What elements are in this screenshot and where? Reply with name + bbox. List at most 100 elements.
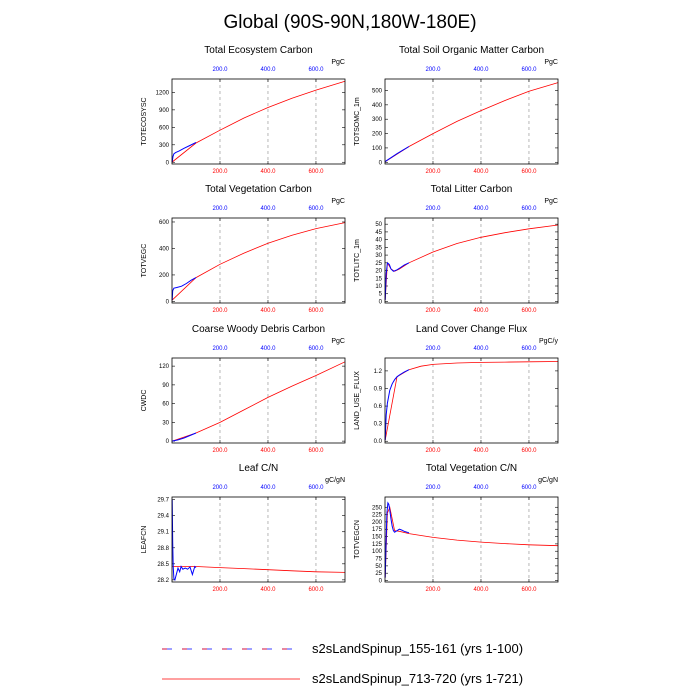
plot-frame [384, 217, 559, 304]
x-tick-label-top: 400.0 [473, 206, 489, 212]
x-tick-label-bottom: 400.0 [473, 448, 489, 454]
y-tick-label: 5 [379, 292, 383, 298]
x-tick-label-bottom: 400.0 [473, 169, 489, 175]
x-tick-label-bottom: 400.0 [260, 587, 276, 593]
panel-coarse-woody-debris-carbon: Coarse Woody Debris Carbon PgC CWDC 200.0 20… [141, 324, 346, 454]
units-label: PgC [544, 59, 558, 66]
y-tick-label: 150 [372, 535, 383, 541]
plot-frame [171, 496, 346, 583]
y-tick-label: 60 [162, 402, 169, 408]
units-label: PgC/y [539, 338, 559, 345]
y-tick-label: 15 [375, 276, 382, 282]
y-tick-label: 200 [372, 520, 383, 526]
y-tick-label: 29.1 [157, 530, 169, 536]
legend: s2sLandSpinup_155-161 (yrs 1-100) s2sLan… [162, 641, 523, 686]
units-label: PgC [331, 338, 345, 345]
x-tick-label-top: 200.0 [212, 346, 228, 352]
series-line-713-720 [172, 361, 346, 442]
series-line-713-720 [384, 505, 559, 578]
y-tick-label: 600 [159, 220, 170, 226]
x-tick-label-top: 400.0 [473, 67, 489, 73]
y-tick-label: 25 [375, 261, 382, 267]
panel-title: Total Litter Carbon [431, 184, 513, 195]
x-tick-label-bottom: 400.0 [260, 308, 276, 314]
y-tick-label: 75 [375, 557, 382, 563]
y-tick-label: 0 [379, 579, 383, 585]
y-tick-label: 125 [372, 542, 383, 548]
y-tick-label: 28.5 [157, 562, 169, 568]
panel-title: Total Vegetation Carbon [205, 184, 312, 195]
y-tick-label: 0 [166, 299, 170, 305]
panels: Total Ecosystem Carbon PgC TOTECOSYSC 200.0… [141, 45, 558, 593]
units-label: PgC [331, 59, 345, 66]
x-tick-label-top: 400.0 [260, 206, 276, 212]
figure-title: Global (90S-90N,180W-180E) [223, 12, 476, 33]
y-tick-label: 0 [379, 299, 383, 305]
series-line-155-161 [384, 261, 410, 300]
series-line-155-161 [171, 142, 197, 163]
y-tick-label: 0 [166, 439, 170, 445]
x-tick-label-top: 200.0 [425, 485, 441, 491]
panel-total-litter-carbon: Total Litter Carbon PgC TOTLITC_1m 200.0 200… [354, 184, 559, 314]
series-line-713-720 [384, 361, 559, 441]
x-tick-label-top: 600.0 [521, 206, 537, 212]
panel-land-cover-change-flux: Land Cover Change Flux PgC/y LAND_USE_FLUX… [354, 324, 558, 454]
units-label: gC/gN [538, 477, 558, 484]
y-tick-label: 600 [159, 125, 170, 131]
y-axis-label: TOTECOSYSC [141, 97, 148, 145]
y-axis-label: TOTSOMC_1m [354, 97, 361, 146]
y-tick-label: 10 [375, 284, 382, 290]
y-tick-label: 50 [375, 222, 382, 228]
series-line-155-161 [384, 146, 410, 163]
series-line-713-720 [172, 566, 346, 573]
panel-title: Coarse Woody Debris Carbon [192, 324, 325, 335]
x-tick-label-top: 200.0 [425, 206, 441, 212]
x-tick-label-bottom: 400.0 [260, 448, 276, 454]
legend-label-2: s2sLandSpinup_713-720 (yrs 1-721) [312, 671, 523, 686]
units-label: PgC [544, 198, 558, 205]
x-tick-label-top: 400.0 [260, 67, 276, 73]
y-tick-label: 100 [372, 549, 383, 555]
y-axis-label: TOTLITC_1m [354, 239, 361, 282]
x-tick-label-bottom: 600.0 [308, 308, 324, 314]
x-tick-label-top: 400.0 [473, 346, 489, 352]
x-tick-label-bottom: 600.0 [308, 587, 324, 593]
series-line-155-161 [171, 277, 197, 301]
panel-leaf-c-n: Leaf C/N gC/gN LEAFCN 200.0 200.0 400.0 400.0 6… [141, 463, 346, 593]
x-tick-label-top: 400.0 [260, 346, 276, 352]
y-axis-label: TOTVEGC [141, 244, 148, 278]
y-axis-label: CWDC [141, 390, 148, 412]
panel-total-ecosystem-carbon: Total Ecosystem Carbon PgC TOTECOSYSC 200.0… [141, 45, 346, 175]
y-tick-label: 1200 [156, 90, 170, 96]
y-tick-label: 0 [166, 160, 170, 166]
x-tick-label-top: 600.0 [308, 206, 324, 212]
x-tick-label-top: 600.0 [308, 485, 324, 491]
x-tick-label-bottom: 200.0 [212, 169, 228, 175]
y-tick-label: 0.3 [374, 422, 383, 428]
x-tick-label-bottom: 200.0 [425, 169, 441, 175]
x-tick-label-bottom: 200.0 [425, 308, 441, 314]
y-tick-label: 400 [159, 246, 170, 252]
y-tick-label: 250 [372, 505, 383, 511]
panel-title: Leaf C/N [239, 463, 278, 474]
panel-title: Total Vegetation C/N [426, 463, 517, 474]
x-tick-label-top: 600.0 [521, 485, 537, 491]
y-tick-label: 225 [372, 513, 383, 519]
series-line-155-161 [172, 432, 197, 442]
plot-frame [384, 496, 559, 583]
y-tick-label: 175 [372, 527, 383, 533]
x-tick-label-top: 400.0 [473, 485, 489, 491]
x-tick-label-bottom: 400.0 [473, 587, 489, 593]
panel-total-vegetation-c-n: Total Vegetation C/N gC/gN TOTVEGCN 200.0 20… [354, 463, 559, 593]
panel-title: Total Ecosystem Carbon [204, 45, 312, 56]
x-tick-label-top: 200.0 [425, 67, 441, 73]
x-tick-label-top: 200.0 [425, 346, 441, 352]
panel-total-vegetation-carbon: Total Vegetation Carbon PgC TOTVEGC 200.0 20… [141, 184, 346, 314]
x-tick-label-bottom: 600.0 [521, 587, 537, 593]
x-tick-label-top: 600.0 [308, 67, 324, 73]
x-tick-label-bottom: 400.0 [260, 169, 276, 175]
y-tick-label: 35 [375, 245, 382, 251]
y-axis-label: LEAFCN [141, 526, 148, 554]
series-line-155-161 [384, 501, 410, 578]
